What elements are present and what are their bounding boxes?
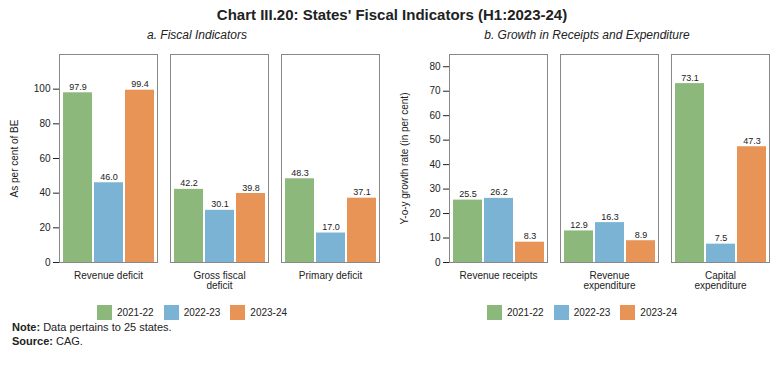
svg-text:26.2: 26.2: [490, 187, 508, 197]
svg-text:Revenue receipts: Revenue receipts: [460, 270, 538, 281]
svg-text:99.4: 99.4: [131, 79, 149, 89]
html-text:2022-23: 2022-23: [183, 307, 221, 318]
svg-text:60: 60: [39, 153, 51, 164]
svg-text:Gross fiscaldeficit: Gross fiscaldeficit: [193, 270, 245, 291]
html-text:2021-22: 2021-22: [506, 307, 544, 318]
svg-text:25.5: 25.5: [459, 189, 477, 199]
svg-text:20: 20: [39, 222, 51, 233]
html-text:Note: Data pertains to 25 stat: Note: Data pertains to 25 states.: [12, 321, 172, 333]
html-text:Chart III.20: States' Fiscal I: Chart III.20: States' Fiscal Indicators …: [216, 6, 568, 23]
svg-text:70: 70: [429, 85, 441, 96]
svg-text:42.2: 42.2: [180, 178, 198, 188]
svg-text:37.1: 37.1: [353, 187, 371, 197]
html-text:b. Growth in Receipts and Expe: b. Growth in Receipts and Expenditure: [484, 28, 690, 42]
svg-text:10: 10: [429, 232, 441, 243]
html-text:Source: CAG.: Source: CAG.: [12, 335, 83, 347]
svg-text:Capitalexpenditure: Capitalexpenditure: [694, 270, 747, 291]
svg-text:0: 0: [45, 257, 51, 268]
svg-text:16.3: 16.3: [601, 212, 619, 222]
svg-text:47.3: 47.3: [743, 136, 761, 146]
svg-text:30: 30: [429, 183, 441, 194]
svg-text:100: 100: [34, 83, 51, 94]
svg-text:8.3: 8.3: [524, 231, 537, 241]
svg-text:40: 40: [39, 187, 51, 198]
svg-text:48.3: 48.3: [291, 168, 309, 178]
svg-text:0: 0: [435, 257, 441, 268]
svg-text:7.5: 7.5: [715, 233, 728, 243]
svg-text:12.9: 12.9: [570, 220, 588, 230]
svg-text:Y-o-y growth rate (in per cent: Y-o-y growth rate (in per cent): [399, 93, 410, 225]
html-text:2023-24: 2023-24: [250, 307, 287, 318]
svg-text:As per cent of BE: As per cent of BE: [9, 119, 20, 197]
html-text:2022-23: 2022-23: [573, 307, 611, 318]
html-text:a. Fiscal Indicators: a. Fiscal Indicators: [147, 28, 247, 42]
svg-text:Primary deficit: Primary deficit: [299, 270, 363, 281]
svg-text:30.1: 30.1: [211, 199, 229, 209]
svg-text:46.0: 46.0: [100, 172, 118, 182]
svg-text:73.1: 73.1: [681, 73, 699, 83]
svg-text:8.9: 8.9: [635, 230, 648, 240]
svg-text:Revenueexpenditure: Revenueexpenditure: [583, 270, 636, 291]
html-text:2021-22: 2021-22: [116, 307, 154, 318]
svg-text:17.0: 17.0: [322, 222, 340, 232]
svg-text:60: 60: [429, 110, 441, 121]
svg-text:Revenue deficit: Revenue deficit: [74, 270, 143, 281]
svg-text:80: 80: [429, 61, 441, 72]
svg-text:97.9: 97.9: [69, 82, 87, 92]
svg-text:80: 80: [39, 118, 51, 129]
svg-text:40: 40: [429, 159, 441, 170]
svg-text:50: 50: [429, 134, 441, 145]
svg-text:39.8: 39.8: [242, 183, 260, 193]
svg-text:20: 20: [429, 208, 441, 219]
html-text:2023-24: 2023-24: [640, 307, 677, 318]
